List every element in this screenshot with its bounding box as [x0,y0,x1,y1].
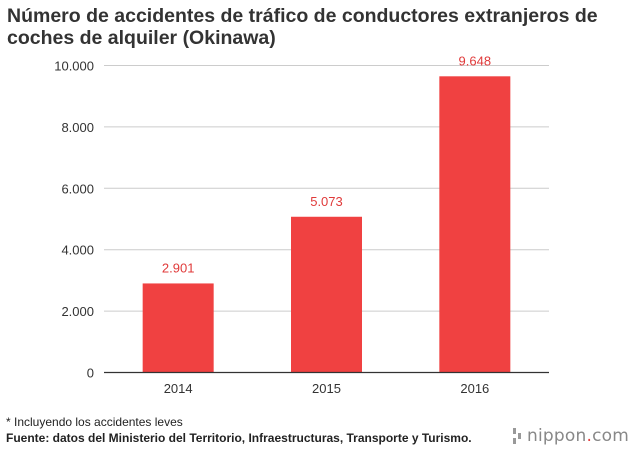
data-label: 5.073 [310,194,343,209]
nippon-mark-icon [513,428,523,444]
chart-title: Número de accidentes de tráfico de condu… [7,5,598,49]
bar-chart: 0 2.000 4.000 6.000 8.000 10.000 2.901 2014 5.07… [54,53,549,396]
y-tick-label: 8.000 [61,120,94,135]
bar [439,76,511,373]
nippon-logo: nippon.com [513,424,629,448]
bar [291,216,362,373]
logo-tld: com [592,426,629,446]
x-tick-label: 2015 [312,381,341,396]
y-tick-label: 0 [87,366,94,381]
source-note: Fuente: datos del Ministerio del Territo… [6,431,472,445]
logo-dot: . [586,426,593,446]
x-tick-label: 2016 [460,381,489,396]
y-tick-label: 2.000 [61,304,94,319]
logo-name: nippon [527,426,587,446]
y-tick-label: 6.000 [61,181,94,196]
x-tick-label: 2014 [164,381,193,396]
footnote: * Incluyendo los accidentes leves [6,415,183,429]
data-label: 2.901 [162,260,195,275]
bar [142,283,214,373]
y-tick-label: 4.000 [61,243,94,258]
chart-footer: * Incluyendo los accidentes leves Fuente… [6,414,472,446]
data-label: 9.648 [459,53,492,68]
y-tick-label: 10.000 [54,59,94,74]
